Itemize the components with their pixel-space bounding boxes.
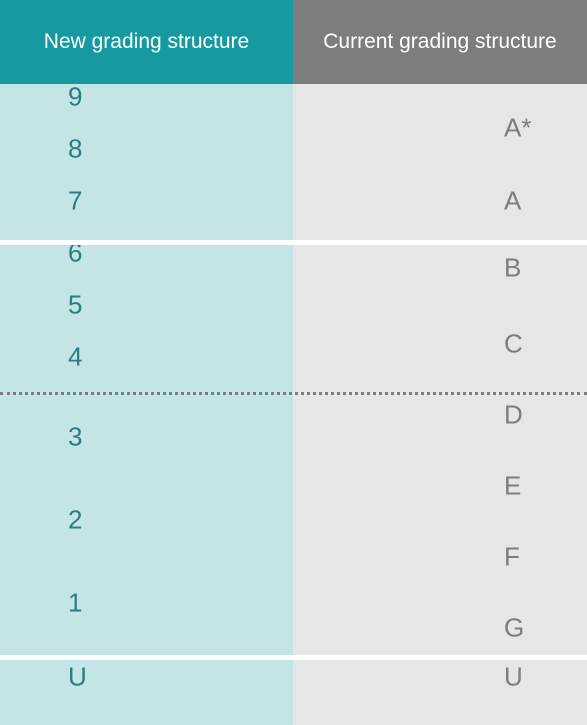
new-grade: 1 <box>68 588 82 619</box>
right-band <box>293 84 587 240</box>
new-grade: 3 <box>68 422 82 453</box>
current-grading-header: Current grading structure <box>293 0 587 84</box>
pass-threshold-divider <box>0 392 587 395</box>
new-grade: 5 <box>68 290 82 321</box>
current-grade: G <box>504 613 524 644</box>
left-band <box>0 245 293 655</box>
new-grade: 4 <box>68 342 82 373</box>
current-grade: C <box>504 329 523 360</box>
current-grade: E <box>504 471 521 502</box>
left-band <box>0 660 293 725</box>
new-grade: 8 <box>68 134 82 165</box>
left-band <box>0 84 293 240</box>
new-grading-header: New grading structure <box>0 0 293 84</box>
current-grade: A <box>504 186 521 217</box>
right-band <box>293 660 587 725</box>
new-grading-column: New grading structure <box>0 0 293 725</box>
current-grade: B <box>504 253 521 284</box>
band-divider <box>0 240 587 245</box>
new-grade: 7 <box>68 186 82 217</box>
new-grade: 9 <box>68 82 82 113</box>
current-grading-column: Current grading structure <box>293 0 587 725</box>
right-band <box>293 245 587 655</box>
current-grade: D <box>504 400 523 431</box>
current-grade: A* <box>504 113 531 144</box>
current-grade: F <box>504 542 520 573</box>
current-grade: U <box>504 662 523 693</box>
new-grade: U <box>68 662 87 693</box>
band-divider <box>0 655 587 660</box>
new-grade: 2 <box>68 505 82 536</box>
